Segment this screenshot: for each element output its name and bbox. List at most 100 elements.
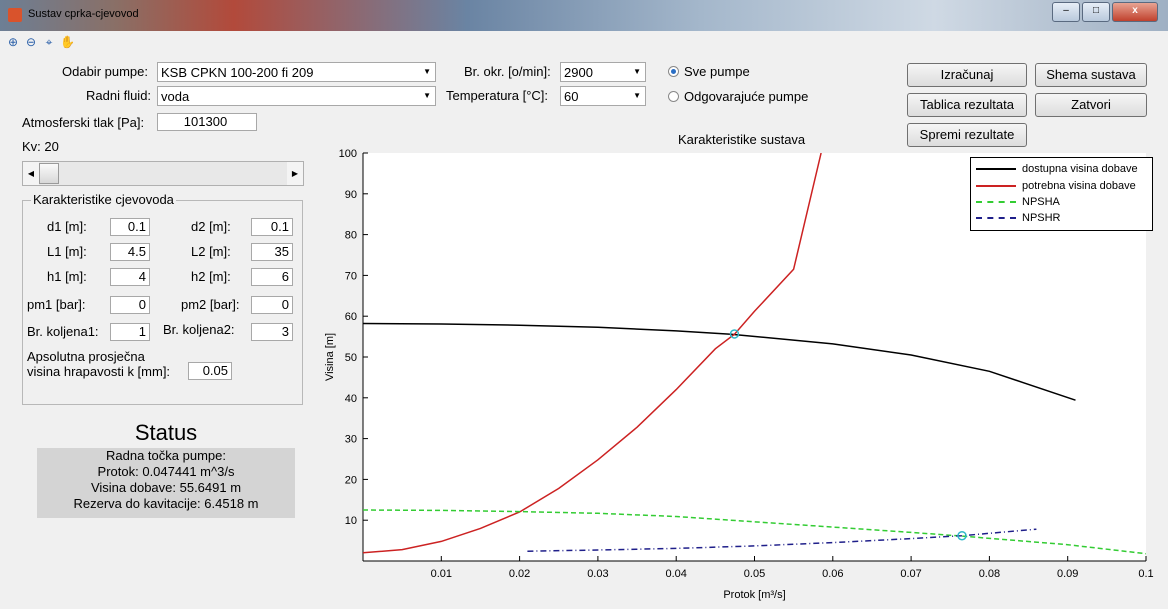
fluid-select-value: voda [161, 89, 190, 104]
chart-title: Karakteristike sustava [678, 132, 806, 147]
data-cursor-icon[interactable]: ⌖ [45, 35, 53, 49]
results-table-button[interactable]: Tablica rezultata [907, 93, 1027, 117]
fluid-label: Radni fluid: [86, 88, 152, 103]
figure-toolbar: ⊕ ⊖ ⌖ ✋ [0, 31, 1168, 53]
pump-select[interactable]: KSB CPKN 100-200 fi 209 ▼ [157, 62, 436, 82]
y-tick-label: 30 [345, 434, 357, 446]
status-line-operating-point: Radna točka pumpe: [106, 448, 226, 463]
legend-line-swatch [976, 217, 1016, 219]
l1-label: L1 [m]: [47, 244, 87, 259]
legend-item: potrebna visina dobave [976, 179, 1136, 193]
zoom-out-icon[interactable]: ⊖ [25, 35, 37, 49]
legend-line-swatch [976, 185, 1016, 187]
d1-input[interactable]: 0.1 [110, 218, 150, 236]
x-tick-label: 0.05 [744, 568, 765, 580]
legend-label: dostupna visina dobave [1022, 163, 1138, 175]
l2-label: L2 [m]: [191, 244, 231, 259]
slider-right-arrow-icon[interactable]: ▶ [287, 162, 303, 185]
y-tick-label: 10 [345, 515, 357, 527]
slider-thumb[interactable] [39, 163, 59, 184]
radio-matching-pumps[interactable]: Odgovarajuće pumpe [668, 89, 808, 104]
save-results-button[interactable]: Spremi rezultate [907, 123, 1027, 147]
series-line-0 [363, 322, 1076, 401]
status-box: Radna točka pumpe: Protok: 0.047441 m^3/… [37, 448, 295, 518]
legend-label: NPSHA [1022, 196, 1060, 208]
legend-label: potrebna visina dobave [1022, 180, 1136, 192]
x-axis-label: Protok [m³/s] [723, 589, 785, 601]
roughness-label-line2: visina hrapavosti k [mm]: [27, 364, 171, 379]
x-tick-label: 0.02 [509, 568, 530, 580]
pm1-input[interactable]: 0 [110, 296, 150, 314]
legend-line-swatch [976, 168, 1016, 170]
y-tick-label: 100 [339, 148, 357, 160]
close-window-button[interactable]: x [1112, 2, 1158, 22]
window-title: Sustav cprka-cjevovod [28, 8, 139, 20]
h2-label: h2 [m]: [191, 269, 231, 284]
temperature-select-value: 60 [564, 89, 579, 104]
bends1-label: Br. koljena1: [27, 324, 99, 339]
slider-left-arrow-icon[interactable]: ◀ [23, 162, 39, 185]
legend-item: NPSHR [976, 211, 1061, 225]
series-line-2 [363, 509, 1146, 555]
pump-label: Odabir pumpe: [62, 64, 148, 79]
pump-select-value: KSB CPKN 100-200 fi 209 [161, 65, 314, 80]
chevron-down-icon: ▼ [633, 67, 641, 76]
radio-unselected-icon [668, 91, 679, 102]
y-tick-label: 90 [345, 189, 357, 201]
status-line-flow: Protok: 0.047441 m^3/s [97, 464, 235, 479]
legend-item: dostupna visina dobave [976, 162, 1138, 176]
series-line-1 [363, 153, 822, 554]
temperature-label: Temperatura [°C]: [446, 88, 549, 103]
bends2-input[interactable]: 3 [251, 323, 293, 341]
operating-point-marker [957, 530, 967, 541]
x-tick-label: 0.04 [665, 568, 686, 580]
y-tick-label: 50 [345, 352, 357, 364]
calculate-button[interactable]: Izračunaj [907, 63, 1027, 87]
bends2-label: Br. koljena2: [163, 322, 235, 337]
x-tick-label: 0.06 [822, 568, 843, 580]
kv-label: Kv: 20 [22, 139, 59, 154]
pan-hand-icon[interactable]: ✋ [60, 35, 75, 49]
legend-label: NPSHR [1022, 212, 1061, 224]
l2-input[interactable]: 35 [251, 243, 293, 261]
atm-pressure-input[interactable]: 101300 [157, 113, 257, 131]
scheme-button[interactable]: Shema sustava [1035, 63, 1147, 87]
pm2-input[interactable]: 0 [251, 296, 293, 314]
x-tick-label: 0.03 [587, 568, 608, 580]
roughness-input[interactable]: 0.05 [188, 362, 232, 380]
close-button[interactable]: Zatvori [1035, 93, 1147, 117]
h2-input[interactable]: 6 [251, 268, 293, 286]
radio-all-pumps-label: Sve pumpe [684, 64, 750, 79]
speed-select-value: 2900 [564, 65, 593, 80]
status-line-head: Visina dobave: 55.6491 m [90, 480, 242, 495]
chevron-down-icon: ▼ [633, 91, 641, 100]
l1-input[interactable]: 4.5 [110, 243, 150, 261]
x-tick-label: 0.1 [1138, 568, 1153, 580]
chart-legend: dostupna visina dobave potrebna visina d… [970, 157, 1153, 231]
h1-input[interactable]: 4 [110, 268, 150, 286]
x-tick-label: 0.01 [431, 568, 452, 580]
status-title: Status [134, 420, 198, 445]
y-tick-label: 80 [345, 230, 357, 242]
atm-pressure-label: Atmosferski tlak [Pa]: [22, 115, 145, 130]
y-tick-label: 70 [345, 270, 357, 282]
x-tick-label: 0.08 [979, 568, 1000, 580]
minimize-button[interactable]: – [1052, 2, 1080, 22]
radio-matching-pumps-label: Odgovarajuće pumpe [684, 89, 809, 104]
d2-label: d2 [m]: [191, 219, 231, 234]
fluid-select[interactable]: voda ▼ [157, 86, 436, 106]
legend-line-swatch [976, 201, 1016, 203]
temperature-select[interactable]: 60 ▼ [560, 86, 646, 106]
speed-select[interactable]: 2900 ▼ [560, 62, 646, 82]
radio-all-pumps[interactable]: Sve pumpe [668, 64, 750, 79]
kv-slider[interactable]: ◀ ▶ [22, 161, 304, 186]
legend-item: NPSHA [976, 195, 1060, 209]
zoom-in-icon[interactable]: ⊕ [7, 35, 19, 49]
bends1-input[interactable]: 1 [110, 323, 150, 341]
y-tick-label: 20 [345, 474, 357, 486]
maximize-button[interactable]: □ [1082, 2, 1110, 22]
d1-label: d1 [m]: [47, 219, 87, 234]
d2-input[interactable]: 0.1 [251, 218, 293, 236]
operating-point-marker [729, 329, 740, 339]
series-line-3 [527, 528, 1037, 552]
